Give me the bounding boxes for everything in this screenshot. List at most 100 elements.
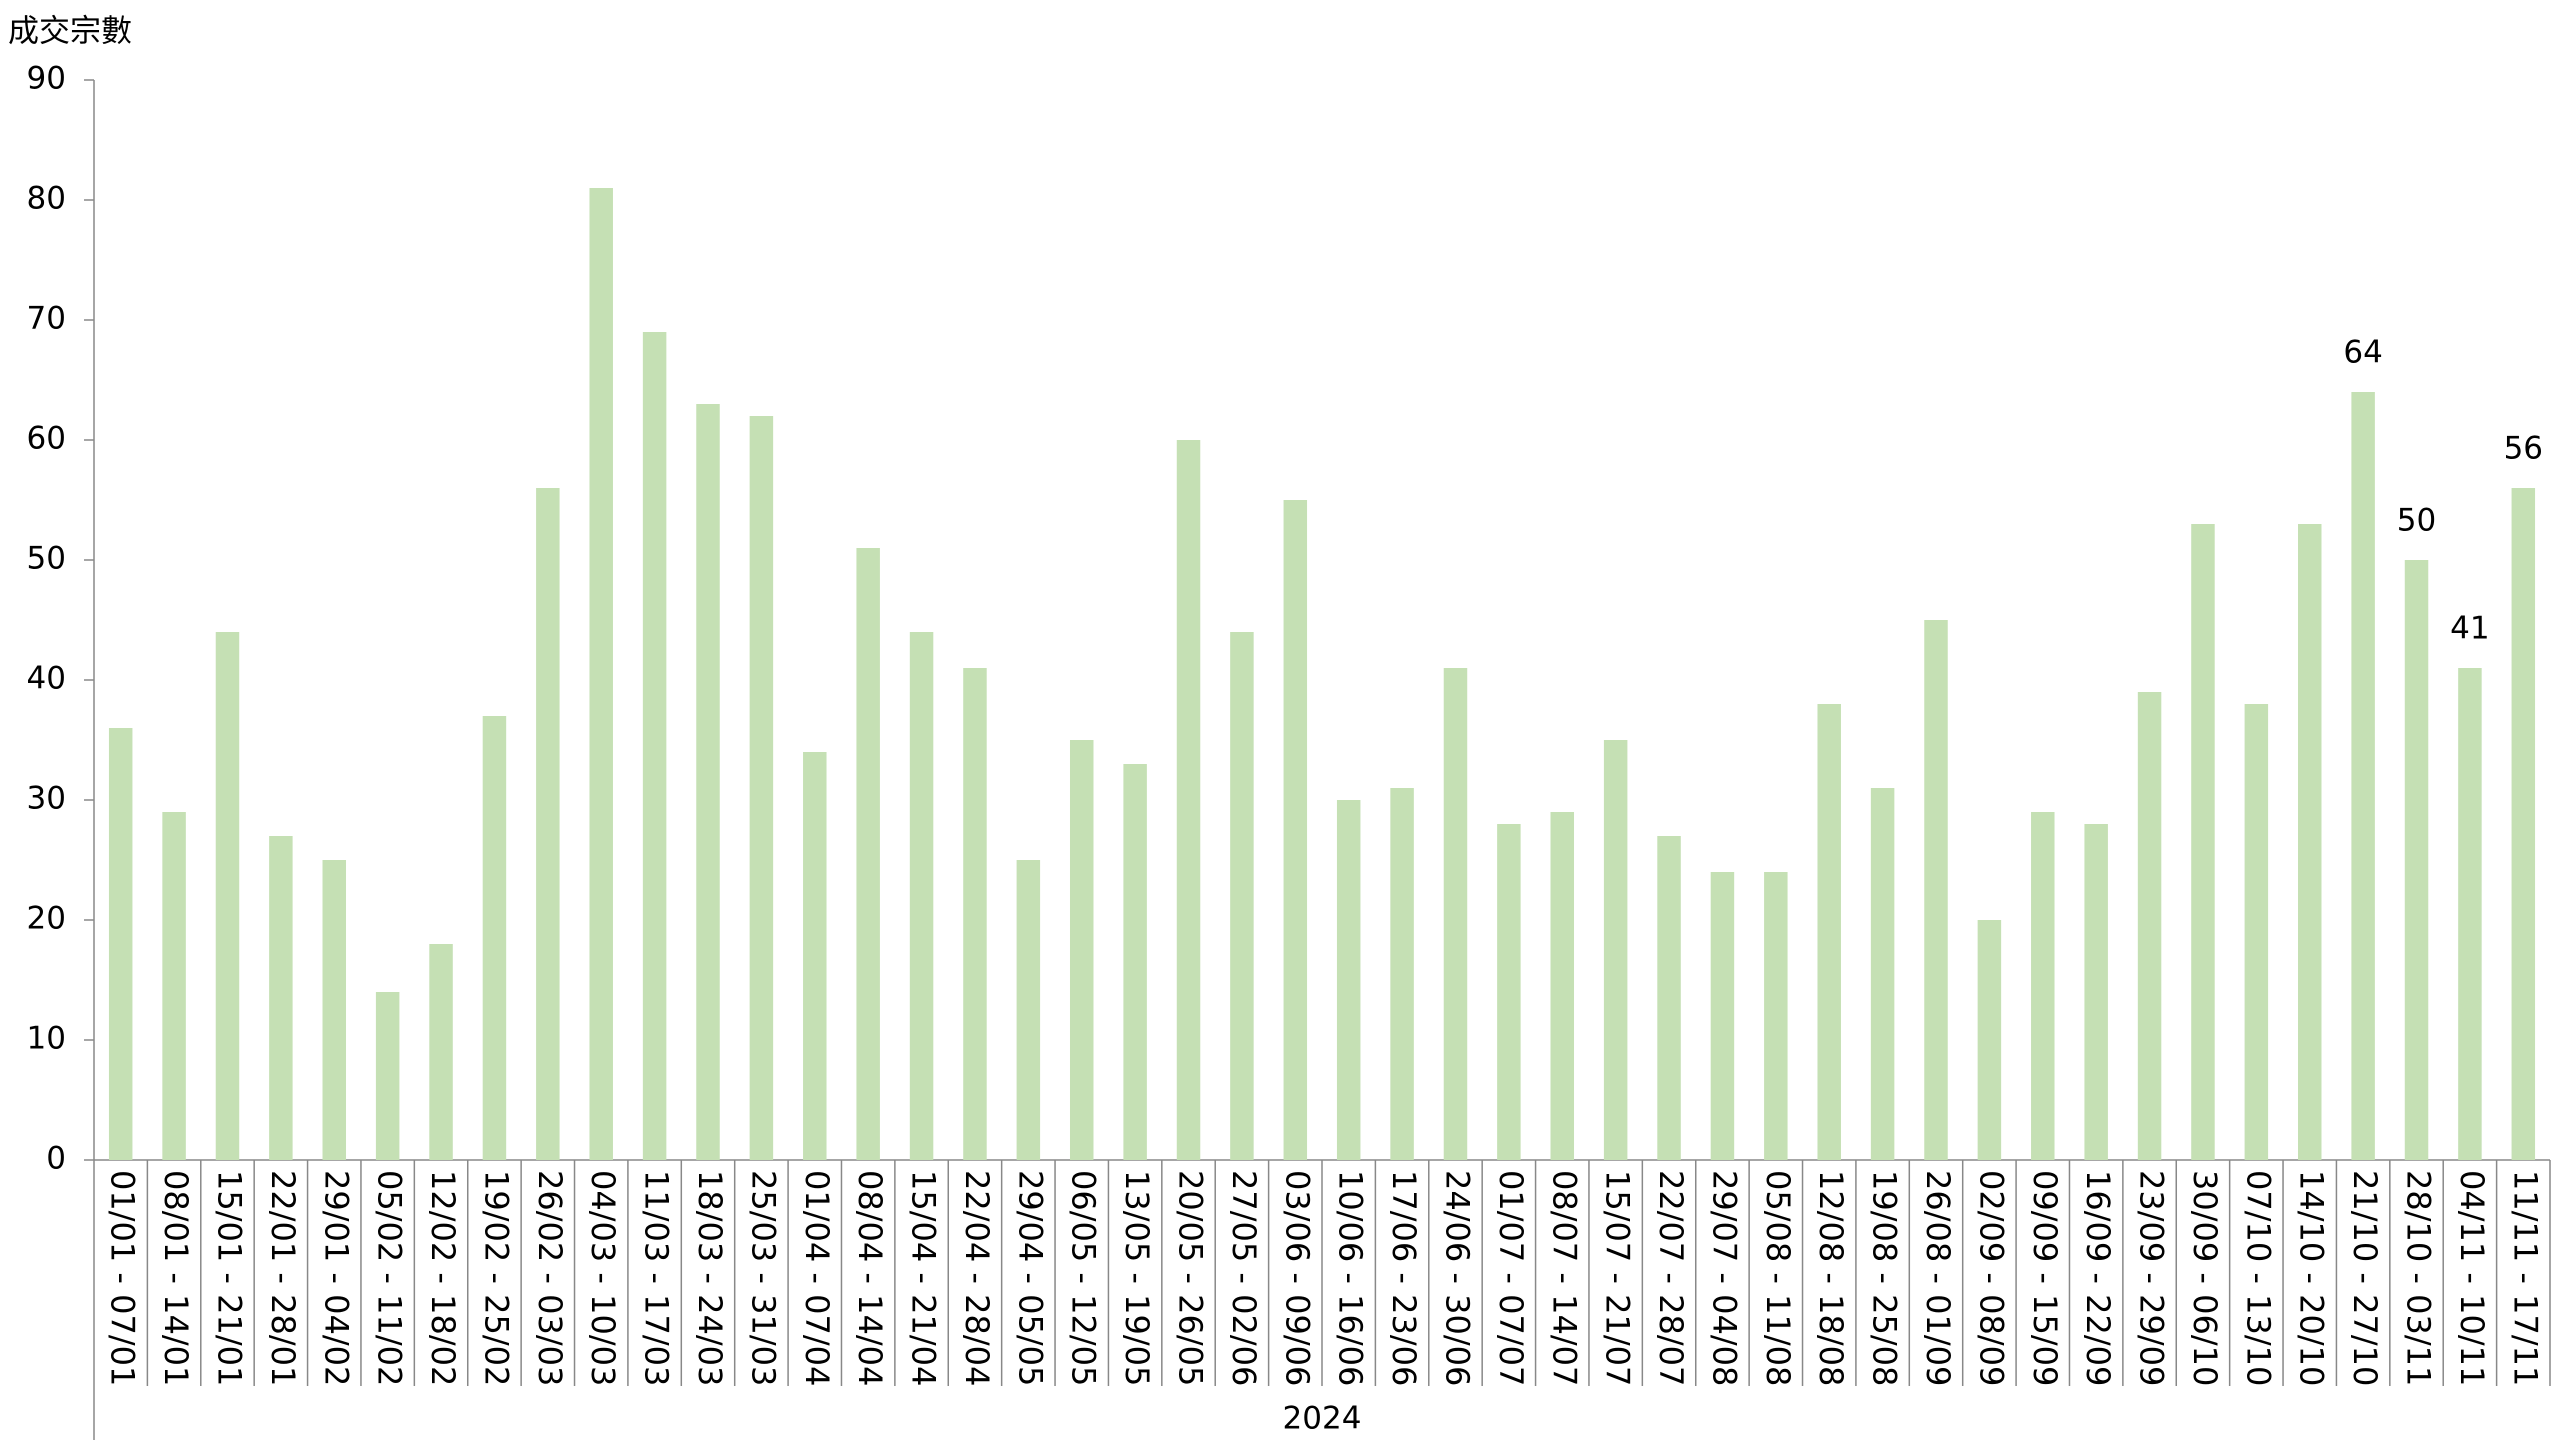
x-tick-label: 01/04 - 07/04 <box>798 1170 836 1386</box>
bar <box>2511 488 2536 1160</box>
bar <box>856 548 880 1160</box>
x-tick-label: 19/02 - 25/02 <box>477 1170 515 1386</box>
x-tick-label: 18/03 - 24/03 <box>691 1170 729 1386</box>
x-tick-label: 30/09 - 06/10 <box>2186 1170 2224 1386</box>
x-tick-label: 22/07 - 28/07 <box>1652 1170 1690 1386</box>
bar <box>1016 860 1041 1160</box>
x-tick-label: 10/06 - 16/06 <box>1332 1170 1370 1386</box>
y-axis-title: 成交宗數 <box>8 14 132 50</box>
x-tick-label: 05/02 - 11/02 <box>371 1170 409 1386</box>
x-tick-label: 04/03 - 10/03 <box>584 1170 622 1386</box>
bar <box>1764 872 1788 1160</box>
x-tick-label: 08/04 - 14/04 <box>851 1170 889 1386</box>
bar <box>1230 632 1254 1160</box>
bar <box>2031 812 2055 1160</box>
x-tick-label: 17/06 - 23/06 <box>1385 1170 1423 1386</box>
x-tick-label: 21/10 - 27/10 <box>2346 1170 2384 1386</box>
y-tick-label: 30 <box>27 781 66 817</box>
x-tick-label: 29/04 - 05/05 <box>1011 1170 1049 1386</box>
x-tick-label: 03/06 - 09/06 <box>1278 1170 1316 1386</box>
bar <box>2351 392 2375 1160</box>
bar <box>1390 788 1414 1160</box>
x-tick-label: 06/05 - 12/05 <box>1065 1170 1103 1386</box>
y-tick-label: 70 <box>27 301 66 337</box>
bar <box>108 728 133 1160</box>
x-tick-label: 01/01 - 07/01 <box>104 1170 142 1386</box>
x-tick-label: 27/05 - 02/06 <box>1225 1170 1263 1386</box>
bar <box>2137 692 2162 1160</box>
x-tick-label: 15/01 - 21/01 <box>210 1170 248 1386</box>
x-tick-label: 05/08 - 11/08 <box>1759 1170 1797 1386</box>
x-axis-title: 2024 <box>1283 1401 1362 1437</box>
x-tick-label: 23/09 - 29/09 <box>2133 1170 2171 1386</box>
x-tick-label: 07/10 - 13/10 <box>2239 1170 2277 1386</box>
x-tick-label: 12/08 - 18/08 <box>1812 1170 1850 1386</box>
bar <box>1977 920 2002 1160</box>
x-tick-label: 25/03 - 31/03 <box>744 1170 782 1386</box>
bar <box>1817 704 1841 1160</box>
bar <box>1603 740 1628 1160</box>
x-tick-label: 22/01 - 28/01 <box>264 1170 302 1386</box>
bar <box>589 188 613 1160</box>
y-tick-label: 80 <box>27 181 66 217</box>
x-tick-label: 22/04 - 28/04 <box>958 1170 996 1386</box>
bar <box>482 716 507 1160</box>
bar <box>1176 440 1201 1160</box>
bar <box>2244 704 2269 1160</box>
x-tick-label: 14/10 - 20/10 <box>2293 1170 2331 1386</box>
y-tick-label: 0 <box>46 1141 66 1177</box>
bar <box>1924 620 1948 1160</box>
x-tick-label: 16/09 - 22/09 <box>2079 1170 2117 1386</box>
bar <box>803 752 827 1160</box>
bar <box>1497 824 1521 1160</box>
bar <box>1123 764 1147 1160</box>
bar <box>909 632 934 1160</box>
y-tick-label: 40 <box>27 661 66 697</box>
bar <box>536 488 560 1160</box>
bar <box>696 404 720 1160</box>
bar <box>1870 788 1895 1160</box>
x-tick-label: 01/07 - 07/07 <box>1492 1170 1530 1386</box>
x-tick-label: 02/09 - 08/09 <box>1972 1170 2010 1386</box>
data-label: 64 <box>2343 335 2382 371</box>
x-tick-label: 04/11 - 10/11 <box>2453 1170 2491 1386</box>
y-tick-label: 90 <box>27 61 66 97</box>
x-tick-label: 20/05 - 26/05 <box>1172 1170 1210 1386</box>
bar <box>375 992 400 1160</box>
x-tick-label: 08/07 - 14/07 <box>1545 1170 1583 1386</box>
data-label: 56 <box>2504 431 2543 467</box>
bar <box>1069 740 1094 1160</box>
bar <box>162 812 186 1160</box>
x-tick-label: 29/07 - 04/08 <box>1705 1170 1743 1386</box>
bar <box>322 860 347 1160</box>
x-tick-label: 26/08 - 01/09 <box>1919 1170 1957 1386</box>
bar <box>1710 872 1735 1160</box>
x-tick-label: 12/02 - 18/02 <box>424 1170 462 1386</box>
y-tick-label: 20 <box>27 901 66 937</box>
data-label: 50 <box>2397 503 2436 539</box>
bar <box>2084 824 2108 1160</box>
bar <box>1283 500 1308 1160</box>
bar <box>215 632 240 1160</box>
bar <box>2191 524 2215 1160</box>
bar <box>642 332 667 1160</box>
x-tick-label: 08/01 - 14/01 <box>157 1170 195 1386</box>
y-tick-label: 60 <box>27 421 66 457</box>
data-label: 41 <box>2450 611 2489 647</box>
x-tick-label: 24/06 - 30/06 <box>1438 1170 1476 1386</box>
bar <box>2404 560 2429 1160</box>
y-tick-label: 10 <box>27 1021 66 1057</box>
bar <box>749 416 774 1160</box>
bar <box>963 668 987 1160</box>
x-tick-label: 11/11 - 17/11 <box>2506 1170 2544 1386</box>
bar <box>2297 524 2322 1160</box>
x-tick-label: 15/07 - 21/07 <box>1599 1170 1637 1386</box>
x-tick-label: 13/05 - 19/05 <box>1118 1170 1156 1386</box>
x-tick-label: 28/10 - 03/11 <box>2400 1170 2438 1386</box>
bar <box>429 944 453 1160</box>
x-tick-label: 26/02 - 03/03 <box>531 1170 569 1386</box>
x-tick-label: 29/01 - 04/02 <box>317 1170 355 1386</box>
x-tick-label: 15/04 - 21/04 <box>905 1170 943 1386</box>
bar <box>1657 836 1681 1160</box>
